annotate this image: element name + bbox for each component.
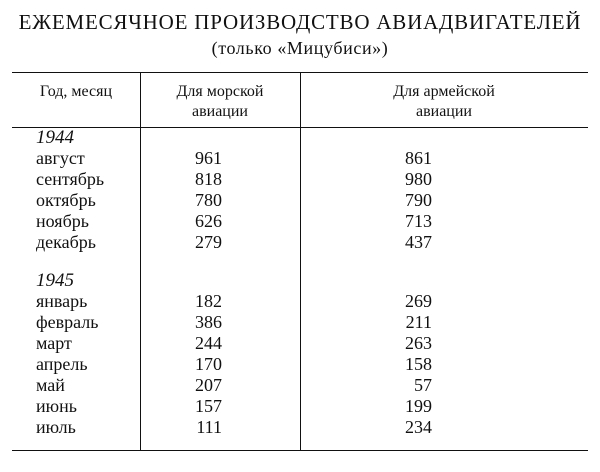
- column-header-label: Для армейской: [393, 83, 495, 100]
- army-value-cell: 861: [405, 148, 432, 168]
- army-value-cell: 437: [405, 232, 432, 252]
- army-value-cell: 211: [405, 312, 432, 332]
- month-cell: май: [36, 375, 65, 395]
- navy-value-cell: 157: [195, 396, 222, 416]
- table-row: июнь 157 199: [0, 395, 600, 417]
- month-cell: июнь: [36, 396, 77, 416]
- column-divider: [300, 72, 301, 450]
- table-row: август 961 861: [0, 147, 600, 169]
- month-cell: март: [36, 333, 72, 353]
- navy-value-cell: 780: [195, 190, 222, 210]
- navy-value-cell: 207: [195, 375, 222, 395]
- navy-value-cell: 279: [195, 232, 222, 252]
- army-value-cell: 234: [405, 417, 432, 437]
- navy-value-cell: 386: [195, 312, 222, 332]
- month-cell: ноябрь: [36, 211, 89, 231]
- column-header-label: Год, месяц: [39, 83, 113, 100]
- column-header-army: Для армейской авиации: [300, 82, 588, 122]
- table-row: ноябрь 626 713: [0, 210, 600, 232]
- column-header-label: авиации: [191, 103, 248, 120]
- navy-value-cell: 170: [195, 354, 222, 374]
- army-value-cell: 57: [414, 375, 432, 395]
- navy-value-cell: 111: [196, 417, 222, 437]
- navy-value-cell: 961: [195, 148, 222, 168]
- month-cell: апрель: [36, 354, 88, 374]
- navy-value-cell: 626: [195, 211, 222, 231]
- table-row: февраль 386 211: [0, 311, 600, 333]
- table-subtitle: (только «Мицубиси»): [211, 38, 389, 58]
- table-row: март 244 263: [0, 332, 600, 354]
- column-header-navy: Для морской авиации: [140, 82, 300, 122]
- month-cell: август: [36, 148, 85, 168]
- table-row: апрель 170 158: [0, 353, 600, 375]
- table-row: январь 182 269: [0, 290, 600, 312]
- month-cell: январь: [36, 291, 88, 311]
- table-row: октябрь 780 790: [0, 189, 600, 211]
- army-value-cell: 199: [405, 396, 432, 416]
- month-cell: декабрь: [36, 232, 96, 252]
- table-row: май 207 57: [0, 374, 600, 396]
- year-heading: 1945: [36, 270, 74, 291]
- column-header-label: авиации: [415, 103, 472, 120]
- table-row: декабрь 279 437: [0, 231, 600, 253]
- month-cell: июль: [36, 417, 76, 437]
- army-value-cell: 980: [405, 169, 432, 189]
- army-value-cell: 158: [405, 354, 432, 374]
- column-divider: [140, 72, 141, 450]
- navy-value-cell: 182: [195, 291, 222, 311]
- table-bottom-rule: [12, 450, 588, 451]
- month-cell: октябрь: [36, 190, 96, 210]
- navy-value-cell: 818: [195, 169, 222, 189]
- year-heading: 1944: [36, 127, 74, 148]
- army-value-cell: 790: [405, 190, 432, 210]
- column-header-label: Для морской: [176, 83, 264, 100]
- navy-value-cell: 244: [195, 333, 222, 353]
- army-value-cell: 713: [405, 211, 432, 231]
- month-cell: февраль: [36, 312, 99, 332]
- table-row: сентябрь 818 980: [0, 168, 600, 190]
- column-header-period: Год, месяц: [12, 82, 140, 102]
- army-value-cell: 263: [405, 333, 432, 353]
- army-value-cell: 269: [405, 291, 432, 311]
- table-row: июль 111 234: [0, 416, 600, 438]
- month-cell: сентябрь: [36, 169, 105, 189]
- table-title: ЕЖЕМЕСЯЧНОЕ ПРОИЗВОДСТВО АВИАДВИГАТЕЛЕЙ: [18, 10, 582, 34]
